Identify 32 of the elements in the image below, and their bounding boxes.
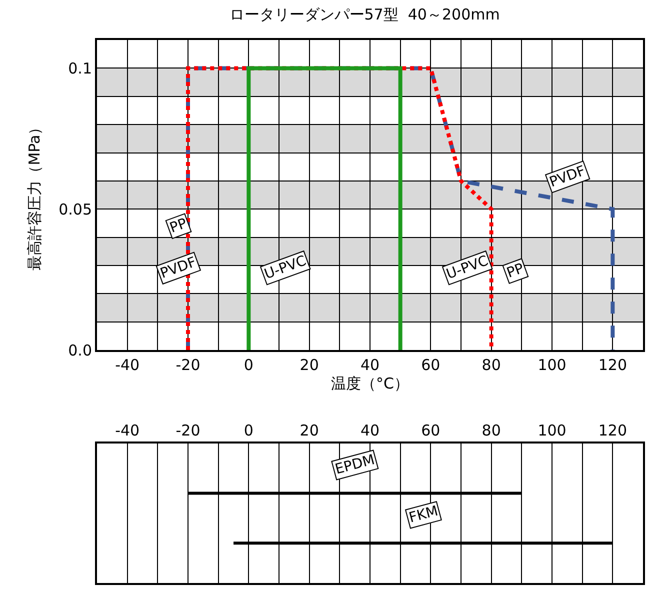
x-tick-label: 120 <box>598 356 627 374</box>
x-tick-label: 20 <box>300 421 319 440</box>
x-tick-label: 20 <box>300 356 319 374</box>
y-tick-label: 0.1 <box>68 59 92 78</box>
x-tick-label: 40 <box>360 421 380 440</box>
x-tick-label: 60 <box>421 356 440 374</box>
x-tick-label: 0 <box>244 356 254 374</box>
x-tick-label: 0 <box>244 421 254 440</box>
x-tick-label: 40 <box>360 356 380 374</box>
y-tick-label: 0.0 <box>68 341 92 360</box>
x-tick-label: 100 <box>538 421 566 440</box>
x-tick-label: 80 <box>482 421 501 440</box>
y-tick-label: FKM <box>407 503 440 526</box>
annotation: PP <box>504 260 526 282</box>
annotation: PVDF <box>158 254 198 282</box>
x-tick-label: -40 <box>115 356 140 374</box>
chart-title: ロータリーダンパー57型 40～200mm <box>229 5 500 24</box>
annotation: U-PVC <box>444 252 491 283</box>
text: PVDF <box>547 163 588 191</box>
annotation: U-PVC <box>262 252 309 283</box>
x-tick-label: -40 <box>115 421 140 440</box>
x-tick-label: 80 <box>482 356 501 374</box>
x-tick-label: 120 <box>598 421 627 440</box>
y-tick-label: EPDM <box>334 452 376 478</box>
x-tick-label: 60 <box>421 421 440 440</box>
x-tick-label: -20 <box>176 421 200 440</box>
y-axis-title: 最高許容圧力（MPa） <box>25 120 44 270</box>
annotation: PP <box>168 216 190 237</box>
x-tick-label: 100 <box>538 356 566 374</box>
x-tick-label: -20 <box>176 356 200 374</box>
x-axis-title: 温度（°C） <box>331 374 409 393</box>
y-tick-label: 0.05 <box>58 200 92 218</box>
